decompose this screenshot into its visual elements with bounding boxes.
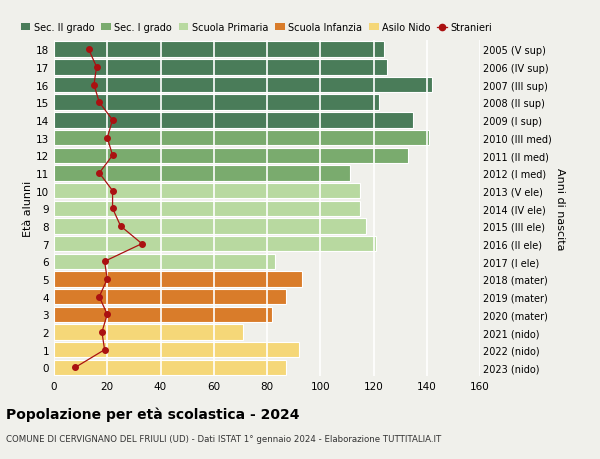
Bar [54,201,360,217]
Bar [54,184,360,199]
Bar [54,95,379,111]
Bar [54,272,302,287]
Bar [54,60,387,76]
Text: Popolazione per età scolastica - 2024: Popolazione per età scolastica - 2024 [6,406,299,421]
Bar [54,307,272,322]
Bar [54,360,286,375]
Bar [54,148,408,164]
Bar [54,166,350,181]
Bar [54,289,286,305]
Bar [54,325,243,340]
Y-axis label: Anni di nascita: Anni di nascita [556,168,565,250]
Bar [54,78,432,93]
Bar [54,342,299,358]
Bar [54,42,384,58]
Bar [54,130,430,146]
Legend: Sec. II grado, Sec. I grado, Scuola Primaria, Scuola Infanzia, Asilo Nido, Stran: Sec. II grado, Sec. I grado, Scuola Prim… [20,23,492,33]
Bar [54,254,275,269]
Y-axis label: Età alunni: Età alunni [23,181,33,237]
Bar [54,113,413,129]
Bar [54,219,365,234]
Text: COMUNE DI CERVIGNANO DEL FRIULI (UD) - Dati ISTAT 1° gennaio 2024 - Elaborazione: COMUNE DI CERVIGNANO DEL FRIULI (UD) - D… [6,434,441,443]
Bar [54,236,376,252]
